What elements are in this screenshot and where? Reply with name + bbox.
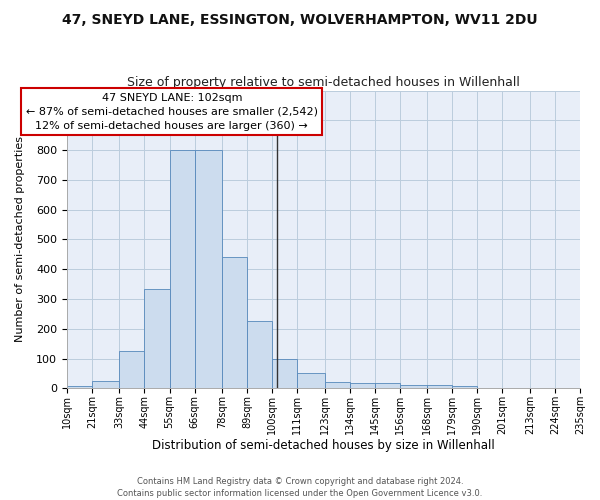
Bar [145,288,170,388]
Text: 47, SNEYD LANE, ESSINGTON, WOLVERHAMPTON, WV11 2DU: 47, SNEYD LANE, ESSINGTON, WOLVERHAMPTON… [62,12,538,26]
Bar [375,383,400,388]
Bar [452,386,478,388]
Bar [427,386,452,388]
Bar [400,384,427,388]
Y-axis label: Number of semi-detached properties: Number of semi-detached properties [15,136,25,342]
Title: Size of property relative to semi-detached houses in Willenhall: Size of property relative to semi-detach… [127,76,520,90]
Bar [194,150,222,388]
Bar [92,381,119,388]
Bar [119,351,145,389]
Bar [247,322,272,388]
Bar [222,258,247,388]
Bar [297,374,325,388]
Text: Contains HM Land Registry data © Crown copyright and database right 2024.
Contai: Contains HM Land Registry data © Crown c… [118,476,482,498]
Bar [350,383,375,388]
Bar [272,358,297,388]
Bar [325,382,350,388]
Bar [67,386,92,388]
Bar [170,150,194,388]
Text: 47 SNEYD LANE: 102sqm
← 87% of semi-detached houses are smaller (2,542)
12% of s: 47 SNEYD LANE: 102sqm ← 87% of semi-deta… [26,92,318,130]
X-axis label: Distribution of semi-detached houses by size in Willenhall: Distribution of semi-detached houses by … [152,440,495,452]
